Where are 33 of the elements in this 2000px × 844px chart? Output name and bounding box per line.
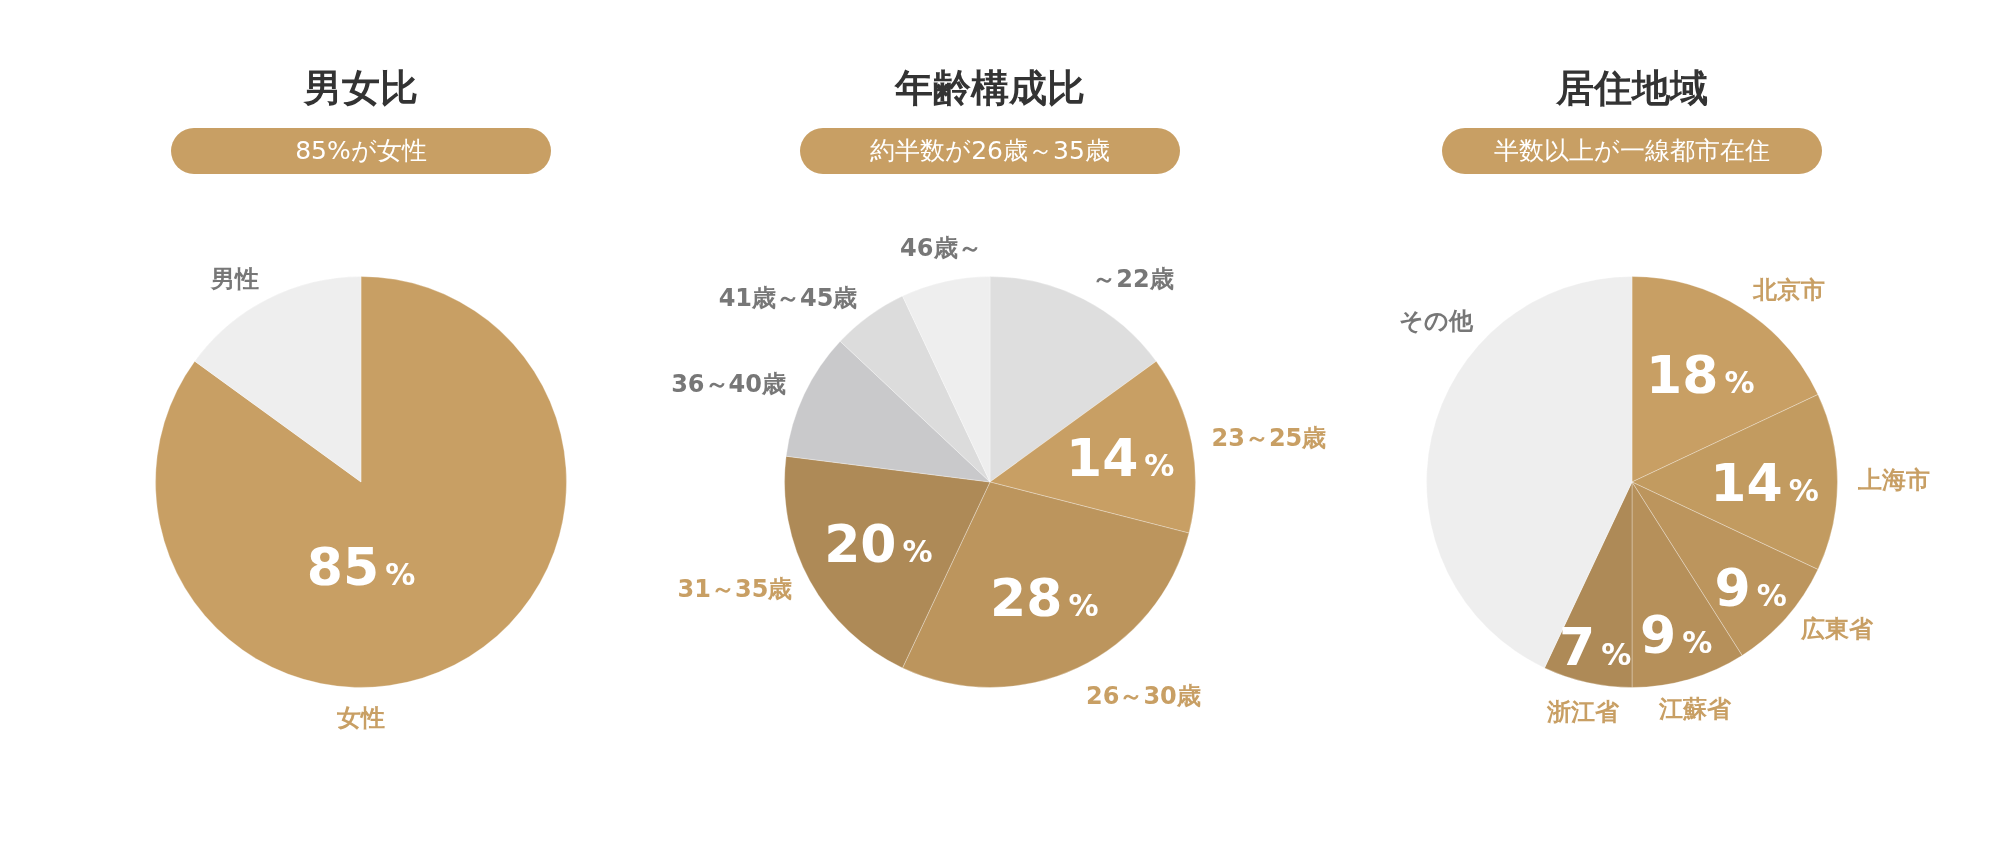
slice-label: 36～40歳 bbox=[671, 370, 786, 399]
slice-label: 江蘇省 bbox=[1657, 694, 1732, 723]
slice-label: ～22歳 bbox=[1092, 265, 1174, 294]
pill-badge: 約半数が26歳～35歳 bbox=[800, 128, 1180, 174]
data-label: 28% bbox=[990, 568, 1099, 629]
chart-title: 居住地域 bbox=[1556, 66, 1708, 110]
slice-label: 男性 bbox=[209, 265, 259, 294]
slice-label: 26～30歳 bbox=[1086, 682, 1201, 711]
slice-label: 北京市 bbox=[1751, 275, 1825, 304]
slice-label: 23～25歳 bbox=[1211, 423, 1327, 452]
data-label: 9% bbox=[1640, 604, 1713, 665]
slice-label: 上海市 bbox=[1856, 466, 1930, 495]
chart-title: 年齢構成比 bbox=[895, 66, 1085, 110]
slice-label: 41歳～45歳 bbox=[718, 283, 858, 312]
pill-badge: 半数以上が一線都市在住 bbox=[1442, 128, 1822, 174]
pill-badge: 85%が女性 bbox=[171, 128, 551, 174]
data-label: 14% bbox=[1710, 453, 1819, 513]
slice-label: 広東省 bbox=[1800, 615, 1875, 644]
data-label: 7% bbox=[1559, 617, 1632, 678]
chart-title: 男女比 bbox=[304, 66, 418, 110]
chart-subtitle: 85%が女性 bbox=[295, 136, 427, 165]
slice-label: 女性 bbox=[336, 703, 385, 732]
data-label: 20% bbox=[824, 514, 933, 575]
chart-subtitle: 約半数が26歳～35歳 bbox=[870, 136, 1110, 165]
data-label: 14% bbox=[1065, 428, 1175, 489]
slice-label: 31～35歳 bbox=[677, 574, 793, 603]
chart-subtitle: 半数以上が一線都市在住 bbox=[1494, 136, 1770, 165]
slice-label: 浙江省 bbox=[1545, 698, 1620, 727]
data-label: 9% bbox=[1714, 557, 1787, 618]
data-label: 85% bbox=[306, 537, 416, 598]
data-label: 18% bbox=[1646, 345, 1755, 406]
slice-label: その他 bbox=[1398, 306, 1474, 335]
slice-label: 46歳～ bbox=[900, 234, 982, 263]
